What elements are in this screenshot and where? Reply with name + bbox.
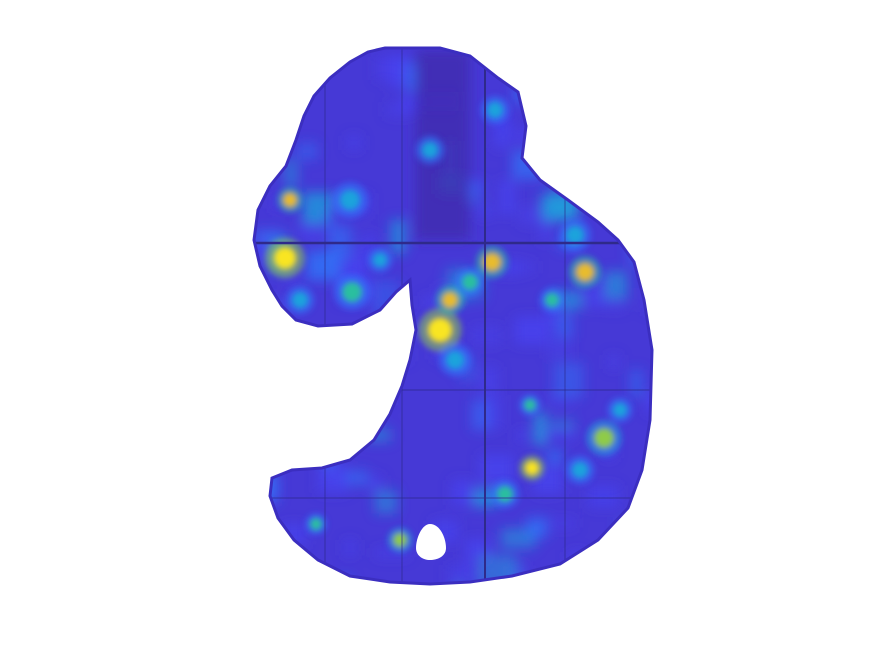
heatmap-hotspot	[446, 351, 464, 369]
region-outline	[252, 46, 654, 586]
heatmap-hotspot	[428, 318, 452, 342]
heatmap-hotspot	[292, 292, 308, 308]
heatmap-hotspot	[487, 102, 503, 118]
heatmap-hotspot	[497, 486, 513, 502]
heatmap-hotspot	[572, 462, 588, 478]
heatmap-hotspot	[483, 253, 501, 271]
heatmap-hotspot	[613, 403, 627, 417]
heatmap-hotspot	[274, 247, 296, 269]
heatmap-hotspot	[462, 274, 478, 290]
heatmap-hotspot	[373, 253, 387, 267]
heatmap-region	[254, 48, 652, 584]
heatmap-hotspot	[524, 399, 536, 411]
heatmap-hotspot	[594, 428, 614, 448]
heatmap-hotspot	[310, 518, 322, 530]
heatmap-hotspot	[283, 193, 297, 207]
heatmap-hotspot	[393, 533, 407, 547]
heatmap-hotspot	[525, 461, 539, 475]
heatmap-hotspot	[442, 292, 458, 308]
heatmap-hotspot	[545, 293, 559, 307]
heatmap-hotspot	[566, 226, 584, 244]
heatmap-hotspot	[340, 190, 360, 210]
heatmap-hotspot	[342, 282, 362, 302]
region-hole	[416, 524, 446, 560]
heatmap-hotspot	[576, 263, 594, 281]
heatmap-hotspot	[422, 142, 438, 158]
